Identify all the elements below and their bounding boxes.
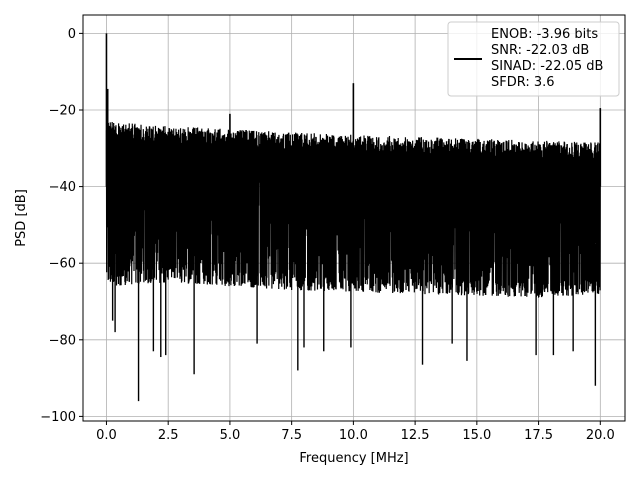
y-tick-label: −20 (49, 103, 76, 118)
plot-frame (82, 14, 626, 422)
y-tick-label: 0 (68, 27, 76, 42)
legend: ENOB: -3.96 bits SNR: -22.03 dB SINAD: -… (447, 21, 620, 97)
x-axis-label: Frequency [MHz] (299, 451, 408, 466)
x-tick-label: 5.0 (220, 428, 241, 443)
x-tick-label: 0.0 (96, 428, 117, 443)
y-tick-label: −80 (49, 333, 76, 348)
y-axis-ticks: 0 −20 −40 −60 −80 −100 (40, 27, 83, 425)
y-axis-label: PSD [dB] (14, 189, 29, 247)
y-tick-label: −60 (49, 257, 76, 272)
x-tick-label: 17.5 (524, 428, 553, 443)
y-tick-label: −100 (40, 410, 76, 425)
legend-entry-enob: ENOB: -3.96 bits (491, 27, 598, 42)
x-axis-ticks: 0.0 2.5 5.0 7.5 10.0 12.5 15.0 17.5 20.0 (96, 421, 615, 443)
psd-series (105, 33, 602, 402)
x-tick-label: 20.0 (586, 428, 615, 443)
x-tick-label: 7.5 (281, 428, 302, 443)
legend-box (447, 21, 620, 97)
x-tick-label: 2.5 (158, 428, 179, 443)
x-tick-label: 10.0 (339, 428, 368, 443)
legend-entry-snr: SNR: -22.03 dB (491, 43, 589, 58)
x-tick-label: 12.5 (401, 428, 430, 443)
legend-entry-sfdr: SFDR: 3.6 (491, 75, 555, 90)
x-tick-label: 15.0 (462, 428, 491, 443)
y-tick-label: −40 (49, 180, 76, 195)
legend-entry-sinad: SINAD: -22.05 dB (491, 59, 603, 74)
